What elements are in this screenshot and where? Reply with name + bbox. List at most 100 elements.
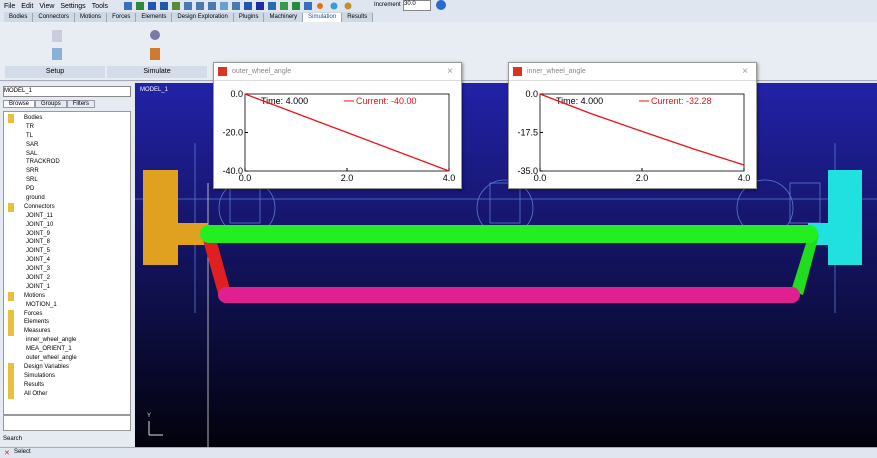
search-label: Search	[3, 436, 23, 442]
x-tick-label: 2.0	[636, 173, 649, 183]
tree: Bodies TR TL SAR SAL TRACKROD SRR SRL PD ground Co…	[3, 111, 131, 415]
x-tick-label: 4.0	[738, 173, 751, 183]
y-tick-label: 0.0	[230, 89, 243, 99]
tree-leaf[interactable]: SRL	[26, 177, 38, 184]
status-bar: ✕ Select	[0, 447, 877, 458]
model-browser: MODEL_1 Browse Groups Filters Bodies TR TL SA…	[0, 82, 134, 446]
tree-leaf[interactable]: TRACKROD	[26, 159, 60, 166]
plot-title-bar: inner_wheel_angle ×	[509, 63, 756, 81]
ribbon-group[interactable]: Simulate	[107, 66, 207, 78]
menu-item[interactable]: Edit	[21, 3, 34, 10]
menu-item[interactable]: Tools	[91, 3, 109, 10]
tab[interactable]: Results	[342, 12, 374, 22]
browser-tab[interactable]: Filters	[66, 100, 96, 108]
x-tick-label: 0.0	[239, 173, 252, 183]
tree-node[interactable]: Bodies	[8, 114, 130, 123]
menu-item[interactable]: View	[39, 3, 55, 10]
ribbon-icon	[150, 30, 160, 40]
tree-leaf[interactable]: JOINT_10	[26, 221, 54, 228]
scrollbar[interactable]	[3, 415, 131, 431]
tree-leaf[interactable]: JOINT_8	[26, 239, 51, 246]
tree-leaf[interactable]: SRR	[26, 168, 39, 175]
legend-label: Current: -40.00	[356, 96, 417, 106]
tab-bar: Bodies Connectors Motions Forces Elements Des…	[4, 12, 374, 22]
increment-label: Increment	[374, 2, 401, 8]
plot-line	[244, 93, 450, 172]
tab[interactable]: Plugins	[234, 12, 265, 22]
increment-input[interactable]: 30.0	[403, 0, 431, 11]
tree-leaf[interactable]: JOINT_4	[26, 257, 51, 264]
browser-tab[interactable]: Browse	[3, 100, 36, 108]
tree-node[interactable]: Results	[8, 380, 130, 390]
viewport-label: MODEL_1	[140, 87, 169, 93]
tree-leaf[interactable]: PD	[26, 186, 35, 193]
toolbar	[120, 1, 360, 11]
tree-node[interactable]: Forces	[8, 309, 130, 319]
y-tick-label: -17.5	[517, 128, 538, 138]
tree-node[interactable]: Elements	[8, 318, 130, 328]
plot-line	[539, 93, 745, 166]
tree-leaf[interactable]: outer_wheel_angle	[26, 355, 77, 362]
ribbon-icon	[52, 48, 62, 60]
time-label: Time: 4.000	[556, 96, 603, 106]
tab[interactable]: Elements	[136, 12, 173, 22]
tree-leaf[interactable]: JOINT_11	[26, 212, 53, 219]
y-tick-label: 0.0	[525, 89, 538, 99]
tree-node[interactable]: All Other	[8, 389, 130, 399]
x-tick-label: 2.0	[341, 173, 354, 183]
menu-bar: File Edit View Settings Tools	[4, 1, 114, 12]
tree-node[interactable]: Motions	[8, 291, 130, 301]
plot-title: outer_wheel_angle	[232, 68, 292, 75]
tree-leaf[interactable]: JOINT_5	[26, 248, 51, 255]
ribbon-group[interactable]: Setup	[5, 66, 105, 78]
tree-leaf[interactable]: inner_wheel_angle	[26, 337, 77, 344]
tree-leaf[interactable]: JOINT_2	[26, 275, 51, 282]
tree-leaf[interactable]: SAL	[26, 150, 38, 157]
tree-node[interactable]: Design Variables	[8, 362, 130, 372]
tree-leaf[interactable]: MEA_ORIENT_1	[26, 346, 72, 353]
tree-node[interactable]: Measures	[8, 327, 130, 337]
tree-leaf[interactable]: MOTION_1	[26, 301, 57, 308]
tree-leaf[interactable]: JOINT_9	[26, 230, 51, 237]
browser-tabs: Browse Groups Filters	[3, 99, 96, 109]
y-tick-label: -20.0	[222, 128, 243, 138]
status-text: Select	[14, 449, 31, 455]
tree-leaf[interactable]: TL	[26, 132, 34, 139]
tab[interactable]: Connectors	[33, 12, 76, 22]
time-label: Time: 4.000	[261, 96, 308, 106]
tree-node[interactable]: Simulations	[8, 371, 130, 381]
tab[interactable]: Forces	[107, 12, 137, 22]
toolbar-icons	[124, 2, 352, 10]
tree-node[interactable]: Connectors	[8, 202, 130, 212]
tab[interactable]: Machinery	[264, 12, 304, 22]
plot-title-bar: outer_wheel_angle ×	[214, 63, 461, 81]
x-tick-label: 0.0	[534, 173, 547, 183]
svg-text:Y: Y	[147, 413, 151, 419]
ribbon-icon	[150, 48, 160, 60]
model-select[interactable]: MODEL_1	[3, 86, 131, 97]
plot-title: inner_wheel_angle	[527, 68, 586, 75]
plot-window[interactable]: inner_wheel_angle × 0.0 -17.5 -35.0 0.0 2.0 4.…	[508, 62, 757, 189]
ribbon-icon	[52, 30, 62, 42]
y-tick-label: -35.0	[517, 166, 538, 176]
tree-leaf[interactable]: JOINT_1	[26, 283, 51, 290]
menu-item[interactable]: Settings	[60, 3, 86, 10]
menu-item[interactable]: File	[4, 3, 16, 10]
tab[interactable]: Simulation	[303, 12, 343, 22]
y-tick-label: -40.0	[222, 166, 243, 176]
browser-tab[interactable]: Groups	[35, 100, 67, 108]
tree-leaf[interactable]: SAR	[26, 141, 39, 148]
tab[interactable]: Design Exploration	[172, 12, 234, 22]
help-icon[interactable]	[436, 0, 446, 10]
tree-leaf[interactable]: TR	[26, 123, 34, 130]
tab[interactable]: Bodies	[4, 12, 34, 22]
tree-leaf[interactable]: ground	[26, 195, 45, 202]
plot-window[interactable]: outer_wheel_angle × 0.0 -20.0 -40.0 0.0 2.0 4.…	[213, 62, 462, 189]
tree-leaf[interactable]: JOINT_3	[26, 266, 51, 273]
x-tick-label: 4.0	[443, 173, 456, 183]
legend-label: Current: -32.28	[651, 96, 712, 106]
tab[interactable]: Motions	[75, 12, 108, 22]
